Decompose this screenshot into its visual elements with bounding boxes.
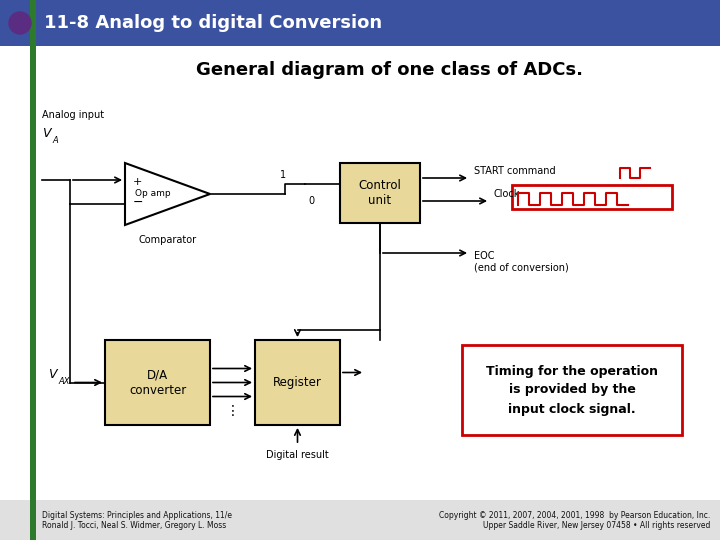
Bar: [0, 0, 720, 46]
Text: −: −: [133, 195, 143, 208]
Text: AX: AX: [58, 377, 70, 387]
Text: Comparator: Comparator: [138, 235, 197, 245]
Text: ⋮: ⋮: [225, 403, 240, 417]
Text: Timing for the operation
is provided by the
input clock signal.: Timing for the operation is provided by …: [486, 364, 658, 415]
Bar: [255, 340, 340, 425]
Bar: [0, 500, 720, 540]
Text: START command: START command: [474, 166, 556, 176]
Text: A: A: [52, 136, 58, 145]
Text: Copyright © 2011, 2007, 2004, 2001, 1998  by Pearson Education, Inc.
Upper Saddl: Copyright © 2011, 2007, 2004, 2001, 1998…: [438, 511, 710, 530]
Text: General diagram of one class of ADCs.: General diagram of one class of ADCs.: [197, 61, 583, 79]
Circle shape: [9, 12, 31, 34]
Bar: [340, 163, 420, 223]
Bar: [462, 345, 682, 435]
Text: V: V: [48, 368, 56, 381]
Text: V: V: [42, 127, 50, 140]
Text: EOC
(end of conversion): EOC (end of conversion): [474, 251, 569, 273]
Text: 11-8 Analog to digital Conversion: 11-8 Analog to digital Conversion: [44, 14, 382, 32]
Bar: [105, 340, 210, 425]
Text: Digital result: Digital result: [266, 450, 329, 460]
Text: Register: Register: [273, 376, 322, 389]
Text: 1: 1: [280, 170, 286, 180]
Text: D/A
converter: D/A converter: [129, 368, 186, 396]
Bar: [512, 185, 672, 209]
Text: Control
unit: Control unit: [359, 179, 402, 207]
Text: Digital Systems: Principles and Applications, 11/e
Ronald J. Tocci, Neal S. Widm: Digital Systems: Principles and Applicat…: [42, 511, 232, 530]
Text: +: +: [133, 177, 143, 187]
Text: Clock: Clock: [494, 189, 521, 199]
Bar: [30, 500, 36, 540]
Text: Op amp: Op amp: [135, 190, 171, 199]
Text: 0: 0: [308, 196, 314, 206]
Polygon shape: [125, 163, 210, 225]
Bar: [30, 0, 36, 540]
Text: Analog input: Analog input: [42, 110, 104, 120]
